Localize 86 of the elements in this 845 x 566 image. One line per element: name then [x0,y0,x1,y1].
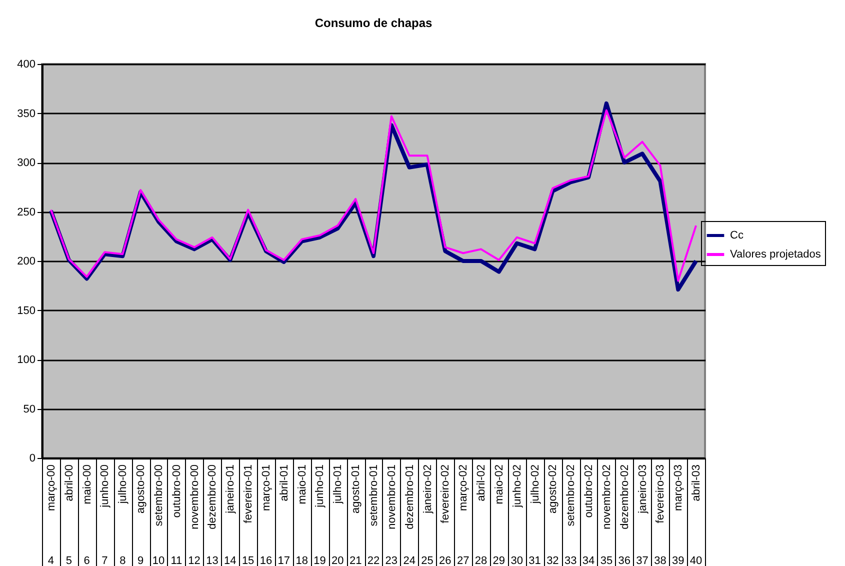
x-tick-label: agosto-00 [135,464,148,514]
x-tick-label: março-00 [45,464,58,511]
x-tick-label: agosto-02 [547,464,560,514]
legend-label: Valores projetados [730,248,822,260]
text: 36 [618,555,630,566]
text: 6 [84,555,90,566]
y-tick-label: 300 [17,157,36,169]
text: 7 [102,555,108,566]
x-tick-label: junho-02 [511,464,524,508]
x-tick-label: abril-00 [63,464,76,502]
text: 30 [510,555,523,566]
text: 11 [170,555,182,566]
y-tick-label: 350 [17,108,36,120]
x-tick-label: setembro-02 [565,464,578,526]
text: 32 [546,555,559,566]
x-tick-label: fevereiro-02 [440,464,452,524]
x-tick-label: janeiro-02 [422,464,434,514]
x-tick-label: fevereiro-01 [242,464,255,524]
text: 21 [349,555,362,566]
text: 28 [474,555,488,566]
x-tick-label: março-03 [672,464,685,511]
y-tick-label: 150 [17,304,36,317]
text: 9 [137,555,144,566]
text: 27 [456,555,470,566]
text: 22 [367,555,380,566]
text: 8 [120,555,126,566]
x-tick-label: junho-01 [314,464,326,508]
x-tick-label: setembro-01 [368,464,380,526]
x-tick-label: abril-01 [278,464,290,502]
x-tick-label: abril-02 [476,464,488,502]
text: 24 [403,555,416,566]
x-tick-label: fevereiro-03 [654,464,667,524]
text: 40 [690,555,702,566]
y-tick-label: 0 [29,452,36,464]
x-tick-label: setembro-00 [152,464,165,526]
x-tick-label: dezembro-02 [618,464,631,530]
text: 26 [439,555,452,566]
text: 38 [654,555,666,566]
x-tick-label: dezembro-00 [206,464,219,530]
x-tick-label: outubro-00 [170,464,183,518]
x-tick-label: julho-02 [529,464,542,505]
y-tick-label: 200 [17,256,36,268]
text: 5 [66,555,72,566]
text: 13 [206,555,218,566]
x-tick-label: janeiro-03 [636,464,649,514]
text: 14 [224,555,236,566]
x-tick-label: março-02 [458,464,470,511]
x-tick-label: junho-00 [99,464,112,508]
x-tick-label: março-01 [260,464,272,511]
text: 15 [242,555,254,566]
x-tick-label: janeiro-01 [224,464,237,514]
text: 20 [332,555,344,566]
x-tick-label: julho-01 [332,464,344,505]
x-tick-label: novembro-01 [386,464,398,530]
x-tick-label: maio-01 [296,464,308,504]
text: 39 [672,555,684,566]
x-tick-label: agosto-01 [350,464,362,514]
chart-title: Consumo de chapas [314,16,433,30]
text: 23 [385,555,398,566]
x-tick-label: outubro-02 [583,464,596,518]
text: 16 [260,555,272,566]
text: 35 [600,555,613,566]
text: 4 [48,555,54,566]
x-tick-label: maio-00 [81,464,94,504]
text: 29 [492,555,506,566]
text: 37 [636,555,648,566]
x-tick-label: julho-00 [117,464,130,505]
x-tick-label: dezembro-01 [404,464,416,530]
text: 19 [314,555,326,566]
text: 34 [582,555,595,566]
text: 33 [564,555,577,566]
y-tick-label: 400 [17,58,36,70]
x-tick-label: abril-03 [690,464,703,502]
x-tick-label: maio-02 [493,464,506,504]
text: 18 [296,555,308,566]
text: 10 [152,555,165,566]
text: 31 [528,555,541,566]
x-tick-label: novembro-02 [600,464,613,530]
y-tick-label: 250 [17,206,36,218]
y-tick-label: 100 [17,354,36,366]
text: 25 [421,555,434,566]
legend-label: Cc [730,230,744,242]
x-tick-label: novembro-00 [188,464,201,530]
text: 17 [278,555,290,566]
text: 12 [188,555,200,566]
y-tick-label: 50 [23,403,36,416]
